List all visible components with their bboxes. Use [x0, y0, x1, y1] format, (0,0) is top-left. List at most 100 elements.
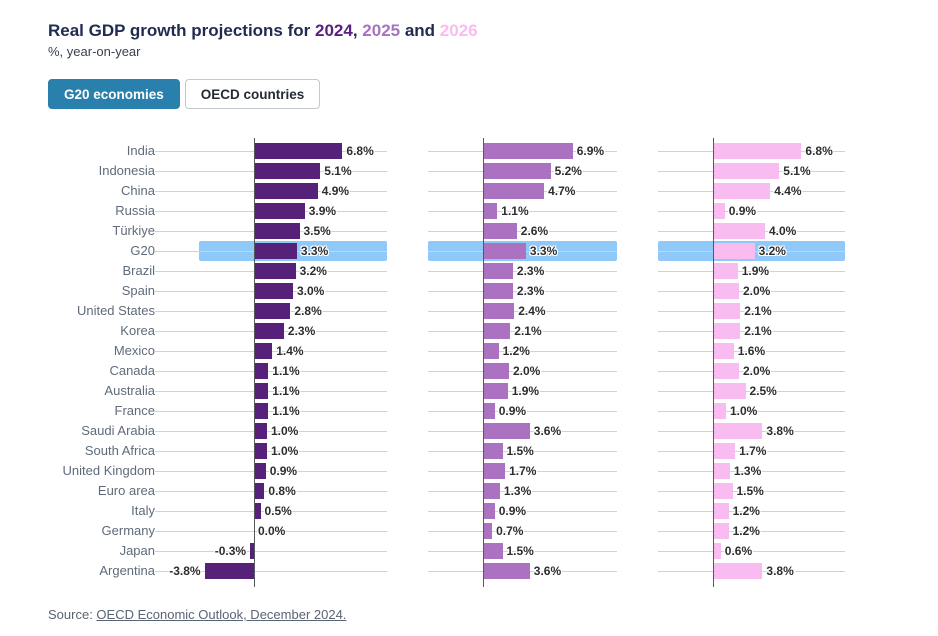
- value-label-2024: -3.8%: [169, 564, 201, 578]
- g20-economies-button[interactable]: G20 economies: [48, 79, 180, 109]
- panel-2024: 0.0%: [155, 521, 387, 541]
- panel-gap: [387, 321, 428, 341]
- bar-2024: [254, 283, 293, 299]
- chart-row: United States 2.8% 2.4% 2.1%: [48, 301, 938, 321]
- panel-2026: 2.5%: [658, 381, 845, 401]
- panel-gap: [617, 241, 658, 261]
- row-leader-line: [155, 391, 387, 392]
- bar-2025: [483, 303, 515, 319]
- panel-2025: 2.3%: [428, 261, 617, 281]
- panel-gap: [387, 201, 428, 221]
- panel-2026: 1.9%: [658, 261, 845, 281]
- value-label-2025: 2.6%: [520, 224, 549, 238]
- value-label-2026: 2.5%: [749, 384, 777, 398]
- country-label: Spain: [121, 283, 155, 298]
- panel-2026: 2.1%: [658, 321, 845, 341]
- panel-2024: 0.8%: [155, 481, 387, 501]
- value-label-2024: 1.1%: [272, 384, 300, 398]
- value-label-2024: 1.0%: [271, 444, 299, 458]
- bar-2025: [483, 243, 526, 259]
- bar-2026: [713, 383, 746, 399]
- oecd-countries-button[interactable]: OECD countries: [184, 79, 321, 109]
- panel-2025: 2.6%: [428, 221, 617, 241]
- value-label-2025: 0.9%: [498, 504, 527, 518]
- panel-2024: 1.1%: [155, 381, 387, 401]
- panel-2026: 1.0%: [658, 401, 845, 421]
- panel-gap: [387, 241, 428, 261]
- title-and: and: [400, 21, 440, 40]
- panel-2025: 2.4%: [428, 301, 617, 321]
- bar-2025: [483, 323, 511, 339]
- value-label-2024: 2.8%: [294, 304, 322, 318]
- bar-2026: [713, 503, 729, 519]
- panel-2025: 1.3%: [428, 481, 617, 501]
- bar-2026: [713, 163, 780, 179]
- chart-row: Japan -0.3% 1.5% 0.6%: [48, 541, 938, 561]
- row-leader-line: [155, 411, 387, 412]
- row-leader-line: [658, 291, 845, 292]
- panel-2026: 3.2%: [658, 241, 845, 261]
- value-label-2025: 1.2%: [502, 344, 530, 358]
- panel-2025: 0.7%: [428, 521, 617, 541]
- title-year-2026: 2026: [439, 21, 478, 40]
- value-label-2026: 4.0%: [769, 224, 797, 238]
- panel-gap: [617, 341, 658, 361]
- bar-2026: [713, 143, 802, 159]
- chart-row: Euro area 0.8% 1.3% 1.5%: [48, 481, 938, 501]
- panel-gap: [387, 421, 428, 441]
- panel-2024: -0.3%: [155, 541, 387, 561]
- country-label: United States: [76, 303, 155, 318]
- value-label-2026: 1.5%: [736, 484, 764, 498]
- bar-2025: [483, 523, 493, 539]
- chart-title: Real GDP growth projections for 2024, 20…: [48, 20, 938, 42]
- value-label-2024: 3.3%: [300, 244, 329, 258]
- value-label-2026: 0.6%: [724, 544, 753, 558]
- value-label-2024: 1.4%: [276, 344, 304, 358]
- row-leader-line: [658, 531, 845, 532]
- country-label: G20: [130, 243, 155, 258]
- panel-gap: [617, 501, 658, 521]
- title-year-2025: 2025: [362, 21, 401, 40]
- panel-2025: 0.9%: [428, 501, 617, 521]
- bar-2026: [713, 543, 721, 559]
- panel-2024: 4.9%: [155, 181, 387, 201]
- panel-2025: 1.5%: [428, 441, 617, 461]
- source-line: Source: OECD Economic Outlook, December …: [48, 607, 938, 622]
- bar-2024: [254, 343, 273, 359]
- panel-gap: [387, 261, 428, 281]
- row-leader-line: [155, 451, 387, 452]
- panel-gap: [387, 141, 428, 161]
- panel-2026: 2.1%: [658, 301, 845, 321]
- value-label-2026: 1.3%: [733, 464, 762, 478]
- bar-2026: [713, 483, 733, 499]
- value-label-2025: 3.6%: [533, 564, 562, 578]
- value-label-2026: 2.1%: [744, 304, 772, 318]
- panel-gap: [617, 141, 658, 161]
- value-label-2026: 1.0%: [730, 404, 758, 418]
- panel-2024: 6.8%: [155, 141, 387, 161]
- country-label: United Kingdom: [62, 463, 156, 478]
- row-leader-line: [428, 211, 617, 212]
- value-label-2025: 1.9%: [511, 384, 540, 398]
- row-leader-line: [155, 371, 387, 372]
- panel-gap: [617, 401, 658, 421]
- panel-gap: [387, 281, 428, 301]
- row-leader-line: [658, 491, 845, 492]
- bar-2024: [254, 363, 269, 379]
- panel-2026: 2.0%: [658, 361, 845, 381]
- country-label: Türkiye: [112, 223, 155, 238]
- panel-2025: 1.1%: [428, 201, 617, 221]
- country-label: Germany: [101, 523, 155, 538]
- row-leader-line: [155, 571, 387, 572]
- source-link[interactable]: OECD Economic Outlook, December 2024.: [96, 607, 347, 622]
- panel-gap: [617, 541, 658, 561]
- value-label-2024: 0.5%: [264, 504, 292, 518]
- bar-2026: [713, 223, 765, 239]
- value-label-2026: 5.1%: [783, 164, 811, 178]
- country-label: France: [114, 403, 155, 418]
- chart-row: Korea 2.3% 2.1% 2.1%: [48, 321, 938, 341]
- chart-row: Germany 0.0% 0.7% 1.2%: [48, 521, 938, 541]
- country-label: Japan: [119, 543, 155, 558]
- country-label: Saudi Arabia: [81, 423, 155, 438]
- value-label-2025: 6.9%: [576, 144, 605, 158]
